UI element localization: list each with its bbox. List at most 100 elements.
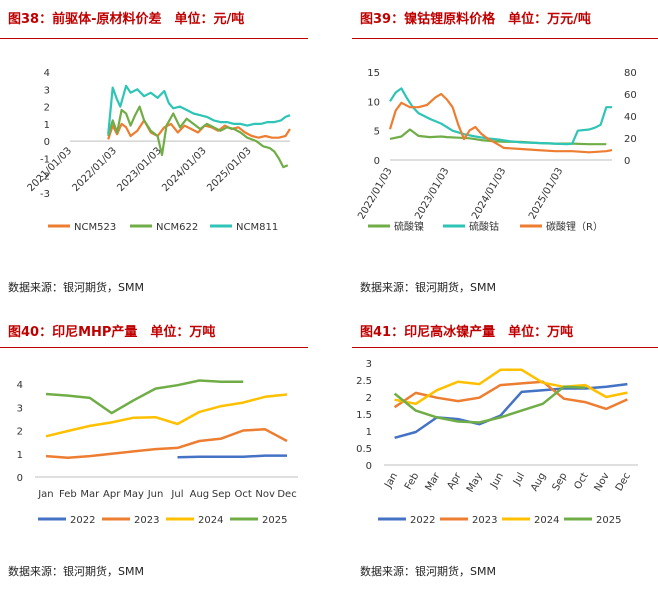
fig40-xtick: Aug	[190, 489, 210, 500]
fig40-title-rule	[0, 347, 308, 348]
fig41-ytick: 2.5	[356, 376, 372, 387]
fig39-ytick-right: 80	[624, 68, 637, 79]
fig38-xtick: 2021/01/03	[26, 145, 75, 194]
fig40-xtick: Jul	[170, 489, 183, 500]
fig38-ytick: -2	[40, 172, 50, 183]
fig38-series-NCM523	[107, 119, 291, 140]
fig40-title: 图40：印尼MHP产量 单位：万吨	[8, 325, 216, 340]
fig39-ytick-left: 10	[367, 97, 380, 108]
fig39-ytick-right: 20	[624, 134, 637, 145]
fig39-legend-label-硫酸镍: 硫酸镍	[394, 220, 424, 233]
fig38-ytick: -3	[40, 189, 50, 200]
fig40-legend-label-2023: 2023	[134, 515, 159, 526]
fig40-legend-label-2025: 2025	[262, 515, 287, 526]
fig38-title: 图38：前驱体-原材料价差 单位：元/吨	[8, 12, 245, 27]
fig40-xtick: Feb	[59, 489, 77, 500]
fig38-xtick: 2025/01/03	[205, 145, 254, 194]
fig38-xtick: 2023/01/03	[115, 145, 164, 194]
fig41-legend-label-2023: 2023	[472, 515, 497, 526]
fig41-title-rule	[352, 347, 658, 348]
fig40-ytick: 2	[17, 427, 23, 438]
fig41-source: 数据来源：银河期货，SMM	[360, 565, 496, 578]
fig39-legend-label-硫酸钴: 硫酸钴	[469, 220, 499, 233]
fig40-series-2025	[45, 379, 244, 415]
fig39-ytick-right: 0	[624, 156, 630, 167]
fig39-ytick-left: 0	[374, 156, 380, 167]
fig41-xtick: Apr	[445, 470, 464, 491]
fig41-xtick: Mar	[424, 470, 443, 493]
fig41-title: 图41：印尼高冰镍产量 单位：万吨	[360, 325, 574, 340]
fig40-xtick: Dec	[277, 489, 296, 500]
fig41-ytick: 1	[366, 427, 372, 438]
fig38-legend-label-NCM811: NCM811	[236, 222, 278, 233]
fig38-ytick: 4	[44, 68, 50, 79]
fig40-xtick: Apr	[103, 489, 121, 500]
fig38-legend-label-NCM622: NCM622	[156, 222, 198, 233]
fig40-ytick: 4	[17, 380, 23, 391]
fig40-ytick: 3	[17, 403, 23, 414]
fig40-legend-label-2024: 2024	[198, 515, 223, 526]
fig41-ytick: 1.5	[356, 410, 372, 421]
fig39-xtick: 2023/01/03	[413, 166, 451, 221]
fig40-xtick: Jun	[147, 489, 164, 500]
fig38-source: 数据来源：银河期货，SMM	[8, 281, 144, 294]
fig38-ytick: 1	[44, 120, 50, 131]
fig41-xtick: May	[465, 471, 485, 494]
fig40-series-2023	[45, 428, 288, 459]
fig40-series-2022	[177, 454, 287, 459]
fig41-legend-label-2025: 2025	[596, 515, 621, 526]
fig38-ytick: 0	[44, 137, 50, 148]
fig41-ytick: 0.5	[356, 444, 372, 455]
fig39-title: 图39：镍钴锂原料价格 单位：万元/吨	[360, 12, 591, 27]
fig41-series-2022	[394, 382, 628, 440]
fig41-xtick: Jan	[382, 471, 400, 491]
fig40-xtick: Mar	[80, 489, 100, 500]
fig40-series-2024	[45, 393, 288, 438]
fig41-series-2025	[393, 385, 586, 424]
fig40-xtick: Jan	[37, 489, 53, 500]
fig39-xtick: 2024/01/03	[470, 166, 508, 221]
fig39-legend-label-碳酸锂（R）: 碳酸锂（R）	[546, 220, 603, 233]
fig40-ytick: 1	[17, 450, 23, 461]
fig38-ytick: 3	[44, 85, 50, 96]
fig41-xtick: Jul	[511, 471, 527, 488]
fig38-legend-label-NCM523: NCM523	[74, 222, 116, 233]
fig39-ytick-right: 40	[624, 112, 637, 123]
fig39-ytick-left: 15	[367, 68, 380, 79]
fig41-ytick: 0	[366, 461, 372, 472]
fig38-ytick: -1	[40, 154, 50, 165]
fig39-title-rule	[352, 38, 658, 39]
fig39-source: 数据来源：银河期货，SMM	[360, 281, 496, 294]
fig38-series-NCM811	[107, 84, 291, 135]
fig40-legend-label-2022: 2022	[70, 515, 95, 526]
fig38-ytick: 2	[44, 103, 50, 114]
fig39-series-碳酸锂（R）	[388, 92, 613, 154]
fig41-xtick: Feb	[403, 471, 421, 492]
fig40-xtick: May	[123, 489, 144, 500]
fig41-xtick: Aug	[529, 471, 548, 493]
fig41-series-2024	[394, 368, 628, 406]
fig39-ytick-left: 5	[374, 127, 380, 138]
fig38-xtick: 2024/01/03	[160, 145, 209, 194]
fig41-xtick: Oct	[573, 471, 591, 492]
fig40-xtick: Nov	[255, 489, 275, 500]
fig41-ytick: 3	[366, 359, 372, 370]
fig41-xtick: Jun	[488, 471, 506, 491]
fig41-xtick: Dec	[614, 471, 633, 493]
fig41-legend-label-2024: 2024	[534, 515, 559, 526]
fig39-xtick: 2025/01/03	[527, 166, 565, 221]
fig41-xtick: Nov	[593, 471, 612, 493]
fig39-xtick: 2022/01/03	[356, 166, 394, 221]
fig40-source: 数据来源：银河期货，SMM	[8, 565, 144, 578]
fig40-xtick: Sep	[212, 489, 231, 500]
fig40-ytick: 0	[17, 473, 23, 484]
fig38-series-NCM622	[107, 105, 289, 169]
fig41-ytick: 2	[366, 393, 372, 404]
fig38-xtick: 2022/01/03	[70, 145, 119, 194]
fig41-legend-label-2022: 2022	[410, 515, 435, 526]
fig41-series-2023	[393, 380, 628, 411]
fig38-title-rule	[0, 38, 308, 39]
fig39-ytick-right: 60	[624, 90, 637, 101]
fig40-xtick: Oct	[235, 489, 252, 500]
